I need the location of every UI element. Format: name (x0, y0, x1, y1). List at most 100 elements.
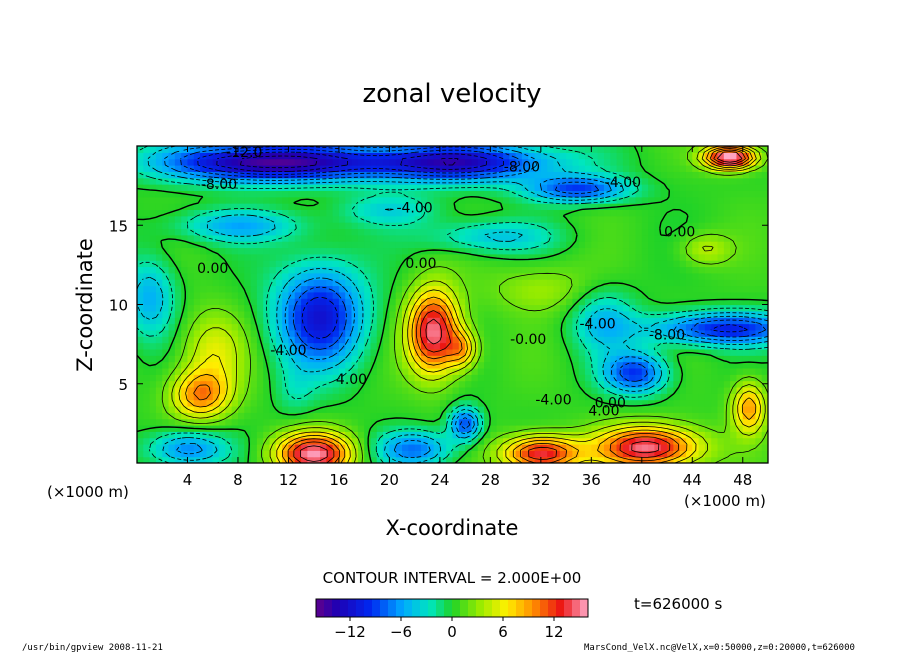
heatmap-cell (162, 234, 170, 242)
heatmap-cell (338, 279, 346, 287)
heatmap-cell (477, 228, 485, 236)
heatmap-cell (181, 431, 189, 439)
heatmap-cell (736, 209, 744, 217)
heatmap-cell (761, 386, 768, 394)
heatmap-cell (414, 190, 422, 198)
heatmap-cell (654, 234, 662, 242)
heatmap-cell (433, 386, 441, 394)
heatmap-cell (288, 323, 296, 331)
heatmap-cell (225, 456, 233, 463)
heatmap-cell (723, 190, 731, 198)
heatmap-cell (654, 222, 662, 230)
heatmap-cell (502, 253, 510, 261)
heatmap-cell (723, 260, 731, 268)
heatmap-cell (755, 234, 763, 242)
heatmap-cell (319, 374, 327, 382)
heatmap-cell (610, 424, 618, 432)
heatmap-cell (490, 203, 498, 210)
heatmap-cell (698, 247, 706, 255)
heatmap-cell (585, 291, 592, 299)
heatmap-cell (427, 298, 435, 306)
heatmap-cell (597, 266, 605, 274)
heatmap-cell (319, 209, 327, 217)
heatmap-cell (578, 405, 586, 413)
heatmap-cell (610, 431, 618, 439)
heatmap-cell (383, 285, 390, 293)
heatmap-cell (414, 348, 422, 356)
heatmap-cell (635, 424, 643, 432)
heatmap-cell (635, 190, 643, 198)
heatmap-cell (244, 190, 252, 198)
heatmap-cell (553, 323, 561, 331)
heatmap-cell (345, 298, 353, 306)
heatmap-cell (572, 336, 580, 344)
heatmap-cell (294, 190, 302, 198)
heatmap-cell (225, 405, 233, 413)
heatmap-cell (263, 171, 271, 179)
heatmap-cell (155, 424, 163, 432)
heatmap-cell (193, 329, 201, 337)
heatmap-cell (319, 260, 327, 268)
heatmap-cell (761, 424, 768, 432)
heatmap-cell (433, 215, 441, 223)
heatmap-cell (528, 291, 536, 299)
heatmap-cell (206, 171, 214, 179)
heatmap-cell (307, 323, 315, 331)
heatmap-cell (288, 304, 296, 312)
heatmap-cell (282, 234, 290, 242)
heatmap-cell (547, 386, 555, 394)
heatmap-cell (704, 184, 712, 191)
heatmap-cell (364, 443, 372, 451)
heatmap-cell (610, 291, 618, 299)
heatmap-cell (471, 424, 479, 432)
heatmap-cell (420, 443, 428, 451)
heatmap-cell (692, 310, 700, 318)
heatmap-cell (231, 418, 239, 426)
heatmap-cell (553, 165, 561, 172)
heatmap-cell (219, 152, 226, 160)
heatmap-cell (383, 215, 390, 223)
heatmap-cell (704, 209, 712, 217)
heatmap-cell (597, 228, 605, 236)
heatmap-cell (616, 298, 624, 306)
heatmap-cell (395, 253, 403, 261)
heatmap-cell (376, 285, 384, 293)
heatmap-cell (534, 317, 542, 325)
heatmap-cell (313, 190, 321, 198)
heatmap-cell (219, 247, 226, 255)
heatmap-cell (250, 285, 258, 293)
heatmap-cell (174, 329, 182, 337)
heatmap-cell (496, 367, 504, 375)
heatmap-cell (679, 393, 687, 401)
heatmap-cell (585, 190, 592, 198)
heatmap-cell (540, 405, 548, 413)
heatmap-cell (559, 165, 567, 172)
heatmap-cell (364, 361, 372, 369)
heatmap-cell (673, 399, 681, 407)
heatmap-cell (225, 437, 233, 445)
heatmap-cell (572, 184, 580, 191)
heatmap-cell (616, 253, 624, 261)
heatmap-cell (465, 196, 473, 204)
heatmap-cell (389, 450, 397, 458)
heatmap-cell (307, 310, 315, 318)
heatmap-cell (490, 380, 498, 388)
heatmap-cell (357, 412, 365, 420)
heatmap-cell (313, 412, 321, 420)
heatmap-cell (231, 323, 239, 331)
heatmap-cell (446, 298, 454, 306)
heatmap-cell (610, 266, 618, 274)
heatmap-cell (540, 209, 548, 217)
heatmap-cell (496, 336, 504, 344)
heatmap-cell (225, 146, 233, 153)
heatmap-cell (559, 367, 567, 375)
heatmap-cell (755, 228, 763, 236)
heatmap-cell (704, 348, 712, 356)
heatmap-cell (585, 158, 592, 166)
heatmap-cell (704, 279, 712, 287)
heatmap-cell (269, 184, 277, 191)
heatmap-cell (591, 329, 599, 337)
heatmap-cell (326, 443, 334, 451)
heatmap-cell (578, 367, 586, 375)
heatmap-cell (458, 234, 466, 242)
